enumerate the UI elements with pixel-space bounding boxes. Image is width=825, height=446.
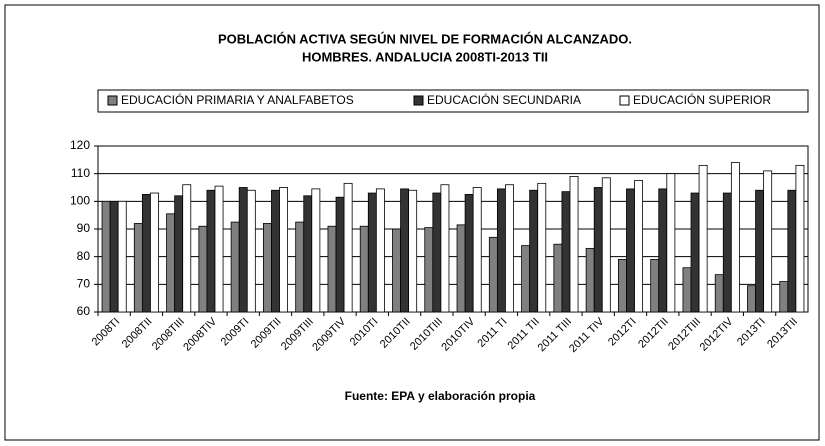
bar <box>682 267 692 313</box>
bar <box>408 189 418 313</box>
bar <box>392 228 401 313</box>
bar <box>617 259 627 313</box>
legend-swatch <box>413 95 424 106</box>
bar <box>359 225 369 313</box>
bar <box>747 285 756 313</box>
bar <box>626 188 635 313</box>
legend-swatch <box>619 95 630 106</box>
bar <box>698 164 708 313</box>
legend-box <box>97 89 809 113</box>
bar <box>141 194 151 313</box>
bar <box>166 213 176 313</box>
bar <box>755 189 765 313</box>
bar <box>262 223 272 313</box>
legend-label: EDUCACIÓN PRIMARIA Y ANALFABETOS <box>121 92 354 107</box>
bar <box>601 177 611 313</box>
bar <box>553 243 563 313</box>
bar <box>496 188 506 313</box>
legend-label: EDUCACIÓN SUPERIOR <box>633 92 771 107</box>
bar <box>311 188 321 313</box>
bar <box>335 196 345 313</box>
bar <box>690 192 700 313</box>
bar <box>109 200 119 313</box>
bar <box>343 182 353 313</box>
y-tick-label: 110 <box>71 166 90 180</box>
y-tick-label: 90 <box>77 221 91 235</box>
bar <box>238 187 248 313</box>
bar <box>787 189 797 313</box>
y-tick-label: 60 <box>77 304 91 318</box>
bar <box>714 274 724 313</box>
bar <box>521 245 531 313</box>
bar <box>174 195 184 313</box>
bar <box>214 185 224 313</box>
bar <box>650 259 660 313</box>
bar <box>133 223 143 313</box>
bar <box>101 200 111 313</box>
bar <box>666 173 676 313</box>
bar <box>561 191 571 313</box>
bar <box>424 227 434 313</box>
y-tick-label: 100 <box>70 194 90 208</box>
bar <box>182 184 192 313</box>
bar <box>569 176 579 313</box>
bar <box>295 221 305 313</box>
bar <box>246 189 256 313</box>
bar <box>464 194 474 313</box>
bar <box>779 281 789 313</box>
bar <box>658 188 668 313</box>
bar <box>230 221 240 313</box>
bar <box>456 224 466 313</box>
bar <box>634 180 644 313</box>
bar <box>505 184 514 313</box>
bar <box>271 189 280 313</box>
bar <box>303 195 313 313</box>
bar <box>730 162 740 313</box>
chart-title: POBLACIÓN ACTIVA SEGÚN NIVEL DE FORMACIÓ… <box>218 31 632 46</box>
bar <box>279 187 289 313</box>
bar <box>763 170 773 313</box>
bar <box>488 236 498 313</box>
bar <box>537 182 547 313</box>
legend-label: EDUCACIÓN SECUNDARIA <box>427 92 581 107</box>
bar <box>529 189 539 313</box>
bar <box>400 188 410 313</box>
y-tick-label: 120 <box>70 138 90 152</box>
bar <box>198 225 208 313</box>
bar <box>440 184 450 313</box>
y-tick-label: 80 <box>77 249 91 263</box>
legend-swatch <box>107 95 118 106</box>
bar <box>795 164 805 313</box>
source-note: Fuente: EPA y elaboración propia <box>345 389 536 403</box>
bar <box>327 225 337 313</box>
bar <box>117 200 127 313</box>
bar <box>375 188 385 313</box>
bar <box>593 187 603 313</box>
chart-title: HOMBRES. ANDALUCIA 2008TI-2013 TII <box>302 49 548 64</box>
bar <box>206 189 216 313</box>
bar <box>585 247 595 313</box>
bar <box>367 192 377 313</box>
bar <box>722 192 732 313</box>
bar <box>150 192 159 313</box>
y-tick-label: 70 <box>77 277 91 291</box>
bar <box>432 192 442 313</box>
bar <box>472 187 482 313</box>
